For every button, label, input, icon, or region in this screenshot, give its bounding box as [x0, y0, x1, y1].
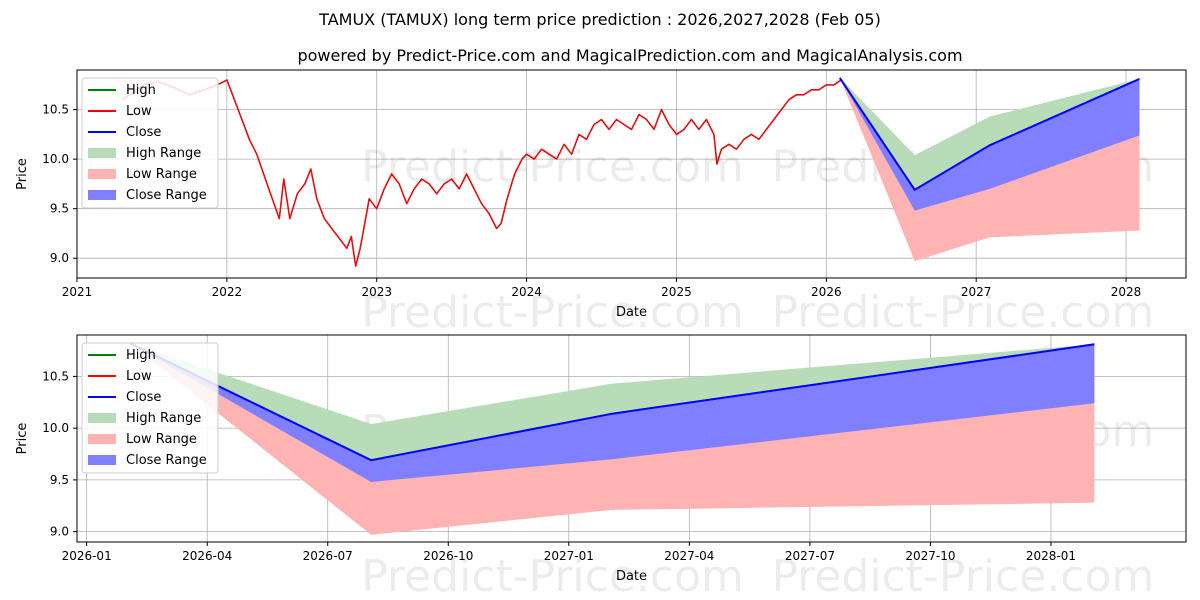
long-term-legend-label: High Range [126, 146, 201, 161]
forecast-legend-label: Low [126, 369, 152, 384]
forecast-x-tick-label: 2026-07 [303, 549, 353, 563]
long-term-x-tick-label: 2023 [361, 285, 392, 299]
forecast-y-tick-label: 9.5 [50, 473, 69, 487]
long-term-chart-panel: Predict-Price.com Predict-Price.com Predic… [15, 69, 1187, 338]
watermark-text: Predict-Price.com [361, 551, 744, 600]
forecast-legend-label: Close [126, 390, 161, 405]
forecast-x-axis-label: Date [616, 569, 647, 584]
long-term-x-tick-label: 2024 [511, 285, 542, 299]
forecast-x-tick-label: 2027-01 [544, 549, 594, 563]
forecast-close-range-band [130, 343, 1095, 482]
long-term-legend-swatch [88, 190, 116, 200]
forecast-legend-label: Low Range [126, 432, 197, 447]
forecast-x-tick-label: 2026-01 [62, 549, 112, 563]
long-term-legend-label: Low Range [126, 167, 197, 182]
long-term-x-tick-label: 2027 [961, 285, 992, 299]
chart-subtitle: powered by Predict-Price.com and Magical… [297, 46, 962, 65]
long-term-y-axis-label: Price [15, 158, 30, 190]
long-term-x-tick-label: 2025 [661, 285, 692, 299]
history-price-line [121, 79, 842, 267]
watermark-text: Predict-Price.com [361, 287, 744, 338]
forecast-x-tick-label: 2027-04 [664, 549, 714, 563]
forecast-x-tick-label: 2028-01 [1026, 549, 1076, 563]
long-term-x-tick-label: 2026 [811, 285, 842, 299]
long-term-y-tick-label: 10.5 [42, 103, 69, 117]
long-term-legend-swatch [88, 169, 116, 179]
forecast-legend: High Low Close High Range Low Range Close Ran… [81, 342, 219, 474]
forecast-legend-label: High Range [126, 411, 201, 426]
chart-title: TAMUX (TAMUX) long term price prediction… [318, 10, 881, 29]
forecast-y-tick-label: 10.5 [42, 369, 69, 383]
long-term-x-tick-label: 2021 [62, 285, 93, 299]
forecast-y-tick-label: 9.0 [50, 525, 69, 539]
forecast-legend-label: High [126, 348, 156, 363]
forecast-y-axis-label: Price [15, 423, 30, 455]
forecast-y-tick-label: 10.0 [42, 421, 69, 435]
forecast-legend-swatch [88, 455, 116, 465]
long-term-close-range-band [839, 77, 1140, 211]
forecast-x-tick-label: 2027-07 [785, 549, 835, 563]
long-term-legend-label: Close Range [126, 188, 207, 203]
watermark-text: Predict-Price.com [361, 142, 744, 193]
forecast-chart-panel: Predict-Price.comPredict-Price.comPredic… [15, 334, 1187, 600]
long-term-plot-frame [76, 69, 1187, 279]
forecast-close-forecast-line [129, 342, 1095, 462]
forecast-legend-swatch [88, 434, 116, 444]
long-term-x-tick-label: 2022 [212, 285, 243, 299]
long-term-high-range-band [839, 77, 1140, 190]
long-term-y-tick-label: 9.0 [50, 251, 69, 265]
long-term-y-tick-label: 9.5 [50, 202, 69, 216]
long-term-legend-swatch [88, 148, 116, 158]
forecast-x-tick-label: 2026-10 [423, 549, 473, 563]
long-term-legend-label: High [126, 83, 156, 98]
long-term-x-axis-label: Date [616, 305, 647, 320]
watermark-text: Predict-Price.com [772, 551, 1155, 600]
long-term-legend-label: Low [126, 104, 152, 119]
forecast-x-tick-label: 2027-10 [905, 549, 955, 563]
forecast-legend-swatch [88, 413, 116, 423]
long-term-x-tick-label: 2028 [1111, 285, 1142, 299]
forecast-legend-label: Close Range [126, 453, 207, 468]
forecast-high-range-band [130, 343, 1095, 461]
forecast-x-tick-label: 2026-04 [182, 549, 232, 563]
forecast-plot-frame [76, 334, 1187, 543]
long-term-y-tick-label: 10.0 [42, 152, 69, 166]
long-term-close-forecast-line [838, 77, 1140, 192]
long-term-legend: High Low Close High Range Low Range Close Ran… [81, 77, 219, 209]
long-term-legend-label: Close [126, 125, 161, 140]
watermark-text: Predict-Price.com [772, 287, 1155, 338]
